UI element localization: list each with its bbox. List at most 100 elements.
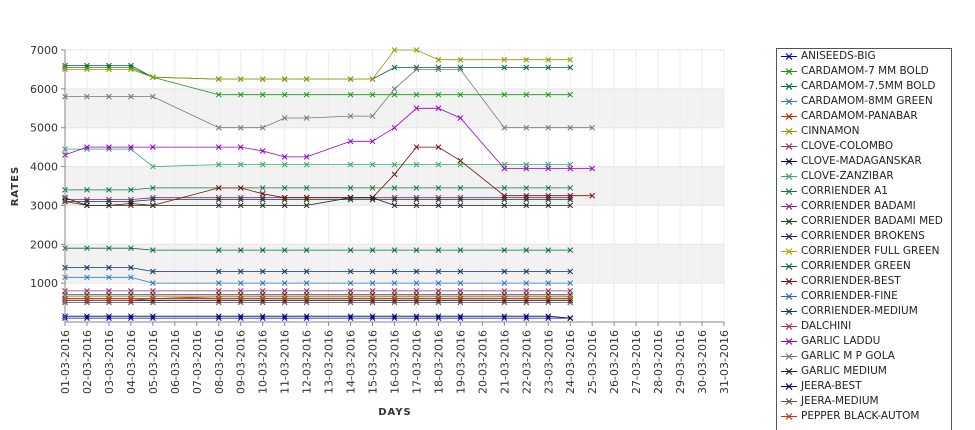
legend-item: CORRIENDER BADAMI MED	[777, 214, 951, 229]
data-point	[237, 280, 244, 286]
x-tick-label: 04-03-2016	[125, 330, 138, 394]
series-cinnamon	[62, 47, 574, 82]
data-point	[106, 295, 112, 302]
data-point	[150, 74, 156, 81]
data-point	[457, 202, 464, 209]
legend-label: DALCHINI	[801, 320, 852, 332]
data-point	[281, 280, 288, 286]
series-line	[65, 67, 571, 96]
series-line	[65, 148, 571, 168]
data-point	[150, 247, 156, 253]
data-point	[215, 295, 222, 302]
legend-label: CORRIENDER GREEN	[801, 260, 911, 272]
data-point	[259, 161, 266, 168]
data-point	[391, 47, 398, 53]
data-point	[215, 196, 222, 203]
data-point	[567, 315, 574, 321]
legend-marker	[781, 173, 797, 180]
data-point	[545, 280, 552, 286]
legend: ANISEEDS-BIG CARDAMOM-7 MM BOLD CARDAMOM-7…	[776, 48, 952, 430]
data-point	[435, 144, 442, 150]
series-line	[65, 65, 571, 80]
x-tick-label: 09-03-2016	[235, 330, 248, 394]
legend-item: DALCHINI	[777, 319, 951, 334]
legend-item: GARLIC M P GOLA	[777, 349, 951, 364]
data-point	[106, 202, 112, 209]
y-axis-ticks: 1000 2000 3000 4000 5000 6000 7000	[30, 44, 65, 290]
legend-marker	[781, 218, 797, 225]
data-point	[106, 187, 112, 193]
y-tick-label: 2000	[30, 238, 58, 251]
legend-label: CORRIENDER-BEST	[801, 275, 901, 287]
data-point	[215, 247, 222, 253]
data-point	[545, 268, 552, 275]
data-point	[237, 76, 244, 82]
x-tick-label: 14-03-2016	[345, 330, 358, 394]
x-tick-label: 29-03-2016	[674, 330, 687, 394]
data-point	[523, 185, 530, 191]
data-point	[457, 268, 464, 275]
data-point	[369, 185, 376, 191]
data-point	[128, 200, 134, 207]
series-jeera-best	[62, 313, 574, 321]
y-tick-label: 1000	[30, 277, 58, 290]
legend-marker	[781, 68, 797, 75]
x-tick-label: 03-03-2016	[103, 330, 116, 394]
data-point	[347, 295, 354, 302]
series-cardamom-8mm-green	[62, 274, 574, 286]
x-tick-label: 06-03-2016	[169, 330, 182, 394]
legend-marker	[781, 308, 797, 315]
x-tick-label: 13-03-2016	[323, 330, 336, 394]
x-tick-label: 19-03-2016	[454, 330, 467, 394]
data-point	[369, 91, 376, 98]
legend-label: GARLIC MEDIUM	[801, 365, 887, 377]
legend-marker	[781, 413, 797, 420]
legend-marker	[781, 188, 797, 195]
data-point	[150, 268, 156, 275]
data-point	[523, 124, 530, 131]
data-point	[545, 295, 552, 302]
data-point	[435, 56, 442, 63]
series-line	[65, 187, 571, 191]
data-point	[237, 144, 244, 150]
data-point	[150, 313, 156, 320]
data-point	[281, 313, 288, 320]
data-point	[567, 268, 574, 275]
data-point	[215, 185, 222, 191]
series-corriender-green	[62, 245, 574, 253]
legend-marker	[781, 53, 797, 60]
data-point	[501, 202, 508, 209]
y-axis-title: RATES	[10, 166, 21, 207]
data-point	[435, 196, 442, 203]
data-point	[150, 163, 156, 170]
data-point	[259, 247, 266, 253]
series-line	[65, 315, 571, 319]
series-clove-colombo	[62, 288, 574, 294]
data-point	[501, 247, 508, 253]
data-point	[84, 274, 90, 281]
data-point	[457, 115, 464, 121]
data-point	[237, 196, 244, 203]
data-point	[106, 144, 112, 150]
data-point	[501, 295, 508, 302]
data-point	[413, 91, 420, 98]
data-point	[106, 264, 112, 271]
data-point	[347, 194, 354, 201]
data-point	[259, 91, 266, 98]
data-point	[501, 192, 508, 199]
legend-label: CLOVE-ZANZIBAR	[801, 170, 894, 182]
data-point	[413, 268, 420, 275]
data-point	[545, 192, 552, 199]
data-point	[237, 161, 244, 168]
data-point	[369, 76, 376, 82]
data-point	[281, 76, 288, 82]
data-point	[259, 313, 266, 320]
data-point	[237, 185, 244, 191]
legend-item: GARLIC MEDIUM	[777, 364, 951, 379]
data-point	[215, 144, 222, 150]
legend-label: CORRIENDER BADAMI	[801, 200, 916, 212]
data-point	[545, 91, 552, 98]
data-point	[435, 268, 442, 275]
data-point	[106, 245, 112, 252]
x-tick-label: 18-03-2016	[432, 330, 445, 394]
